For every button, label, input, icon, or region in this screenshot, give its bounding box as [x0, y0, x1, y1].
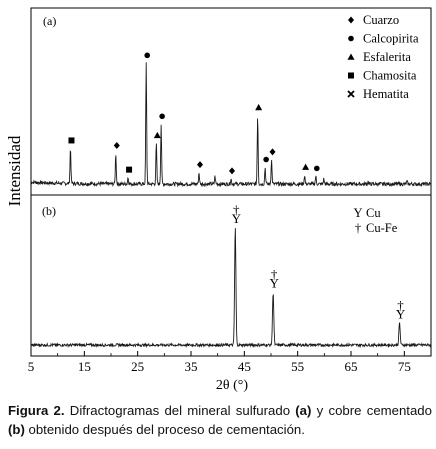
x-tick-label: 55 — [291, 359, 304, 374]
peak-marker-square — [348, 72, 354, 79]
diffraction-series-line — [30, 62, 432, 188]
x-tick-label: 45 — [238, 359, 251, 374]
caption-segment: y cobre cementado — [311, 403, 432, 418]
peak-marker-diamond — [197, 161, 203, 169]
peak-marker-circle — [159, 113, 165, 120]
x-tick-label: 75 — [398, 359, 411, 374]
caption-text: Difractogramas del mineral sulfurado (a)… — [8, 403, 432, 437]
peak-marker-circle — [314, 165, 320, 172]
peak-marker-cufe: † — [233, 202, 240, 217]
x-axis: 5 15 25 35 45 55 65 75 — [28, 351, 411, 374]
peak-marker-cufe: † — [397, 298, 404, 313]
x-tick-label: 5 — [28, 359, 35, 374]
panel-a-label: (a) — [43, 14, 56, 28]
peak-marker-square — [68, 137, 75, 144]
legend-a-item: Cuarzo — [363, 13, 399, 27]
peak-marker-cu: Y — [269, 276, 279, 291]
peak-marker-triangle — [347, 53, 355, 60]
peak-marker-cu: Y — [396, 307, 406, 322]
legend-b-item: Cu — [366, 206, 381, 220]
x-tick-label: 65 — [345, 359, 358, 374]
peak-marker-circle — [348, 35, 354, 42]
caption-segment: Difractogramas del mineral sulfurado — [64, 403, 296, 418]
peak-marker-diamond — [269, 148, 276, 156]
x-tick-label: 35 — [185, 359, 198, 374]
caption-segment: obtenido después del proceso de cementac… — [24, 422, 305, 437]
peak-marker-diamond — [113, 142, 120, 150]
peak-marker-triangle — [302, 163, 310, 170]
peak-marker-circle — [263, 156, 269, 163]
legend-a-item: Chamosita — [363, 69, 417, 83]
panel-b: (b)Y†Y†Y†Y Cu† Cu-Fe — [30, 202, 432, 349]
y-axis-label: Intensidad — [5, 135, 24, 206]
legend-b-symbol: Y — [353, 206, 362, 220]
panel-a: (a) Cuarzo Calcopirita Esfalerita Chamosita H… — [30, 13, 432, 188]
legend-a-item: Hematita — [363, 87, 409, 101]
legend-b-item: Cu-Fe — [366, 221, 398, 235]
diffraction-series-line — [30, 228, 432, 349]
x-axis-label: 2θ (°) — [216, 378, 248, 393]
legend-a-item: Esfalerita — [363, 50, 411, 64]
peak-marker-cufe: † — [271, 267, 278, 282]
peak-marker-triangle — [255, 103, 263, 111]
legend-a-item: Calcopirita — [363, 32, 419, 46]
x-tick-label: 15 — [78, 359, 91, 374]
peak-marker-circle — [144, 52, 150, 59]
caption-bold-ref: (b) — [8, 422, 25, 437]
peak-marker-diamond — [229, 167, 235, 175]
legend-b-symbol: † — [355, 221, 361, 235]
peak-marker-cross — [347, 90, 355, 98]
peak-marker-triangle — [153, 131, 161, 139]
panel-b-label: (b) — [42, 204, 56, 218]
caption-bold-ref: (a) — [295, 403, 312, 418]
x-tick-label: 25 — [131, 359, 144, 374]
peak-marker-cu: Y — [232, 211, 242, 226]
caption-label: Figura 2. — [8, 403, 65, 418]
figure-caption: Figura 2. Difractogramas del mineral sul… — [8, 401, 432, 439]
peak-marker-diamond — [348, 16, 354, 24]
peak-marker-square — [126, 166, 133, 173]
